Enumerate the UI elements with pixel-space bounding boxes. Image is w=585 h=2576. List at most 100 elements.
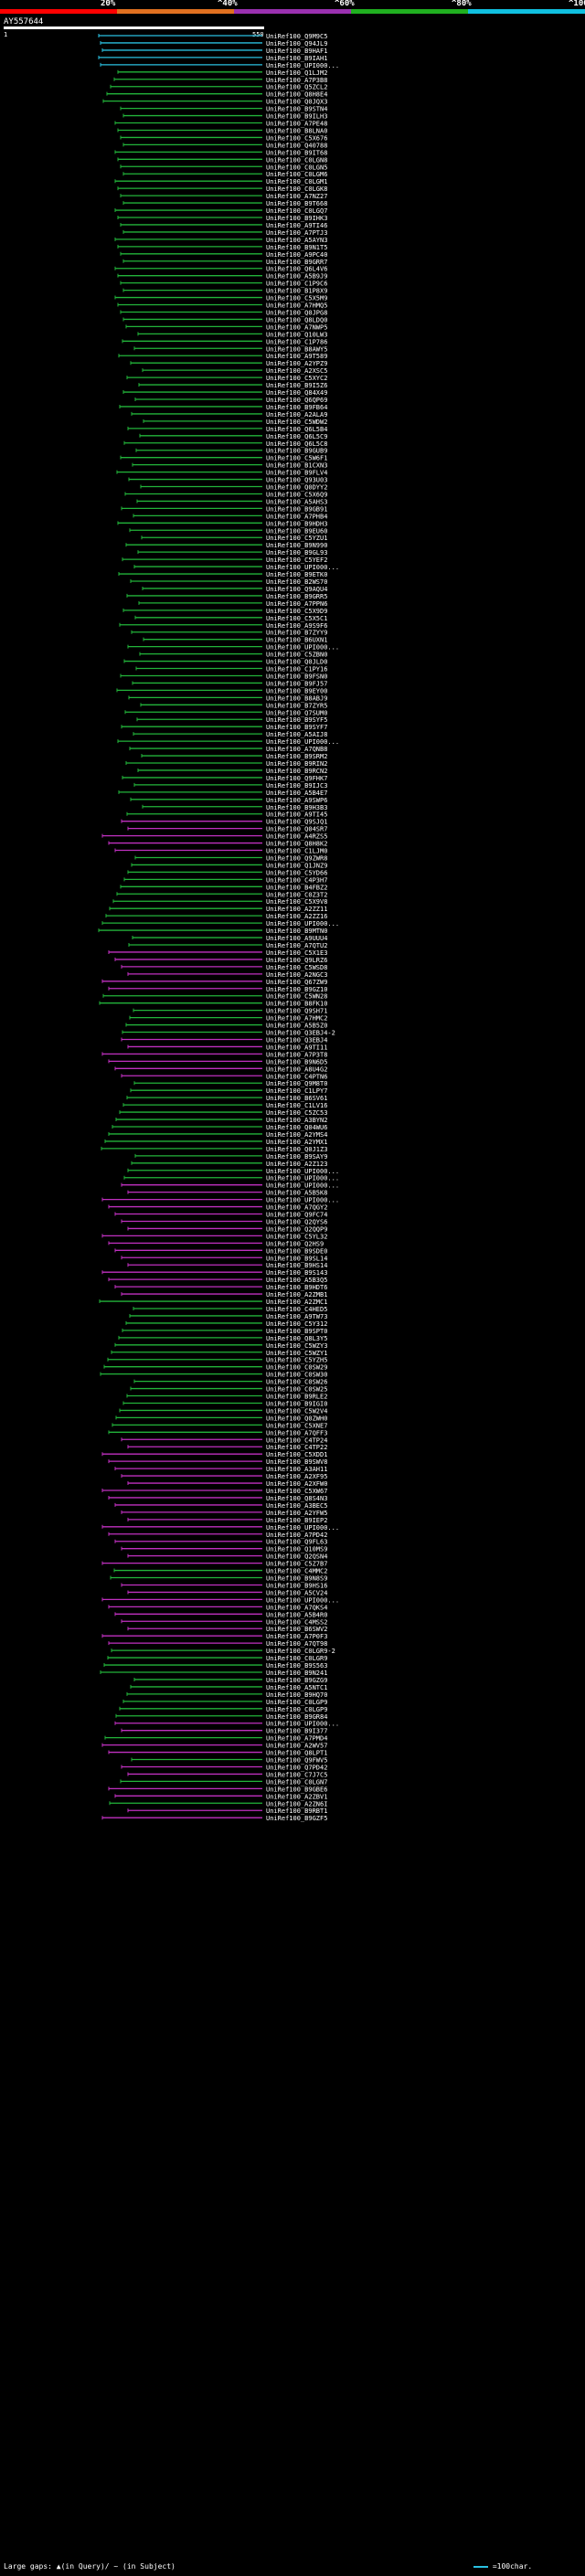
hit-id-link[interactable]: UniRef100_A5B5Z0 [266,1023,327,1030]
hit-id-link[interactable]: UniRef100_B9RLE2 [266,1394,327,1401]
hit-id-link[interactable]: UniRef100_Q7SUM0 [266,709,327,716]
hit-id-link[interactable]: UniRef100_B9SRM2 [266,753,327,760]
hit-id-link[interactable]: UniRef100_Q6L5C8 [266,440,327,448]
hit-id-link[interactable]: UniRef100_UPI000... [266,738,339,746]
hit-id-link[interactable]: UniRef100_C5WDW2 [266,419,327,426]
hit-id-link[interactable]: UniRef100_C0LGR9 [266,1655,327,1662]
hit-id-link[interactable]: UniRef100_C5X6Q9 [266,491,327,498]
hit-id-link[interactable]: UniRef100_B4FBZ2 [266,884,327,891]
hit-id-link[interactable]: UniRef100_C5Z7B7 [266,1561,327,1568]
hit-id-link[interactable]: UniRef100_A7NWP5 [266,323,327,331]
hit-id-link[interactable]: UniRef100_C1LPY7 [266,1087,327,1095]
hit-id-link[interactable]: UniRef100_A4RZS5 [266,833,327,841]
hit-id-link[interactable]: UniRef100_C0LGR9-2 [266,1648,335,1655]
hit-id-link[interactable]: UniRef100_A7PTJ3 [266,229,327,237]
hit-id-link[interactable]: UniRef100_A5B4R0 [266,1611,327,1618]
hit-id-link[interactable]: UniRef100_A9UUU4 [266,935,327,942]
hit-id-link[interactable]: UniRef100_A9TI11 [266,1044,327,1051]
hit-id-link[interactable]: UniRef100_A7PPN6 [266,600,327,608]
hit-id-link[interactable]: UniRef100_Q3EBJ4 [266,1036,327,1044]
hit-id-link[interactable]: UniRef100_Q2QYS6 [266,1218,327,1225]
hit-id-link[interactable]: UniRef100_B9S563 [266,1662,327,1670]
hit-id-link[interactable]: UniRef100_Q10MS9 [266,1546,327,1553]
hit-id-link[interactable]: UniRef100_C5WZY3 [266,1342,327,1350]
hit-id-link[interactable]: UniRef100_C4PTN6 [266,1073,327,1080]
hit-id-link[interactable]: UniRef100_C5X9V8 [266,898,327,906]
hit-id-link[interactable]: UniRef100_A2ALA9 [266,411,327,419]
hit-id-link[interactable]: UniRef100_Q1LJM2 [266,69,327,77]
hit-id-link[interactable]: UniRef100_B9N990 [266,542,327,549]
hit-id-link[interactable]: UniRef100_Q8LPT1 [266,1750,327,1757]
hit-id-link[interactable]: UniRef100_UPI000... [266,1524,339,1532]
hit-id-link[interactable]: UniRef100_C0LGP9 [266,1699,327,1706]
hit-id-link[interactable]: UniRef100_Q9AQU4 [266,586,327,593]
hit-id-link[interactable]: UniRef100_Q0JLD0 [266,659,327,666]
hit-id-link[interactable]: UniRef100_C0Z3T2 [266,891,327,898]
hit-id-link[interactable]: UniRef100_A7HMQ5 [266,302,327,310]
hit-id-link[interactable]: UniRef100_B1CXN3 [266,462,327,470]
hit-id-link[interactable]: UniRef100_A2XF95 [266,1473,327,1480]
hit-id-link[interactable]: UniRef100_C1LV16 [266,1102,327,1109]
hit-id-link[interactable]: UniRef100_Q6QP69 [266,397,327,404]
hit-id-link[interactable]: UniRef100_A7QKS4 [266,1604,327,1611]
hit-id-link[interactable]: UniRef100_B9SYF5 [266,716,327,724]
hit-id-link[interactable]: UniRef100_C5ZBN0 [266,652,327,659]
hit-id-link[interactable]: UniRef100_B6UXN1 [266,637,327,644]
hit-id-link[interactable]: UniRef100_C0LGM6 [266,171,327,178]
hit-id-link[interactable]: UniRef100_C0SW30 [266,1372,327,1379]
hit-id-link[interactable]: UniRef100_C4HED5 [266,1306,327,1313]
hit-id-link[interactable]: UniRef100_Q9FL63 [266,1539,327,1546]
hit-id-link[interactable]: UniRef100_A7QNB8 [266,746,327,753]
hit-id-link[interactable]: UniRef100_Q3EBJ4-2 [266,1030,335,1037]
hit-id-link[interactable]: UniRef100_A5B5K8 [266,1190,327,1197]
hit-id-link[interactable]: UniRef100_A9SWP6 [266,797,327,804]
hit-id-link[interactable]: UniRef100_A9TW73 [266,1313,327,1320]
hit-id-link[interactable]: UniRef100_UPI000... [266,1721,339,1728]
hit-id-link[interactable]: UniRef100_C1LJM0 [266,848,327,855]
hit-id-link[interactable]: UniRef100_C5W2V4 [266,1407,327,1415]
hit-id-link[interactable]: UniRef100_A7PHB4 [266,513,327,520]
hit-id-link[interactable]: UniRef100_Q8H8K2 [266,841,327,848]
hit-id-link[interactable]: UniRef100_B9SDE0 [266,1247,327,1255]
hit-id-link[interactable]: UniRef100_B8ABJ9 [266,694,327,702]
hit-id-link[interactable]: UniRef100_B9SAY9 [266,1153,327,1161]
hit-id-link[interactable]: UniRef100_A2YMS4 [266,1131,327,1139]
hit-id-link[interactable]: UniRef100_A9S9F6 [266,622,327,630]
hit-id-link[interactable]: UniRef100_A2YMX1 [266,1139,327,1146]
hit-id-link[interactable]: UniRef100_A9TI46 [266,222,327,229]
hit-id-link[interactable]: UniRef100_UPI000... [266,1182,339,1190]
hit-id-link[interactable]: UniRef100_A7P3B8 [266,77,327,84]
hit-id-link[interactable]: UniRef100_Q10LW3 [266,331,327,338]
hit-id-link[interactable]: UniRef100_UPI000... [266,920,339,928]
hit-id-link[interactable]: UniRef100_UPI000... [266,644,339,652]
hit-id-link[interactable]: UniRef100_A7QFF3 [266,1429,327,1436]
hit-id-link[interactable]: UniRef100_B8FK10 [266,1001,327,1008]
hit-id-link[interactable]: UniRef100_B9T668 [266,200,327,207]
hit-id-link[interactable]: UniRef100_Q04SR7 [266,826,327,833]
hit-id-link[interactable]: UniRef100_C5WZY1 [266,1350,327,1357]
hit-id-link[interactable]: UniRef100_C5YD66 [266,869,327,876]
hit-id-link[interactable]: UniRef100_Q8S4N3 [266,1495,327,1502]
hit-id-link[interactable]: UniRef100_A2YPZ9 [266,360,327,367]
hit-id-link[interactable]: UniRef100_C5ZC53 [266,1109,327,1117]
hit-id-link[interactable]: UniRef100_Q8LDQ0 [266,316,327,323]
hit-id-link[interactable]: UniRef100_B8LNA0 [266,127,327,134]
hit-id-link[interactable]: UniRef100_B9HS14 [266,1262,327,1269]
hit-id-link[interactable]: UniRef100_Q7PD42 [266,1764,327,1771]
hit-id-link[interactable]: UniRef100_B9SWV8 [266,1458,327,1466]
hit-id-link[interactable]: UniRef100_C4MMC2 [266,1568,327,1575]
hit-id-link[interactable]: UniRef100_Q6L5C9 [266,433,327,440]
hit-id-link[interactable]: UniRef100_Q9FC74 [266,1212,327,1219]
hit-id-link[interactable]: UniRef100_B9GZF5 [266,1815,327,1822]
hit-id-link[interactable]: UniRef100_B9GRR7 [266,259,327,266]
hit-id-link[interactable]: UniRef100_C5YL32 [266,1233,327,1240]
hit-id-link[interactable]: UniRef100_B9FSN0 [266,673,327,680]
hit-id-link[interactable]: UniRef100_C5YZU1 [266,535,327,542]
hit-id-link[interactable]: UniRef100_A2WV57 [266,1743,327,1750]
hit-id-link[interactable]: UniRef100_A7PE48 [266,121,327,128]
hit-id-link[interactable]: UniRef100_B1P8X9 [266,288,327,295]
hit-id-link[interactable]: UniRef100_B9MTN0 [266,928,327,935]
hit-id-link[interactable]: UniRef100_C5X1E3 [266,949,327,957]
hit-id-link[interactable]: UniRef100_A3AH11 [266,1466,327,1473]
hit-id-link[interactable]: UniRef100_B9GZ10 [266,986,327,993]
